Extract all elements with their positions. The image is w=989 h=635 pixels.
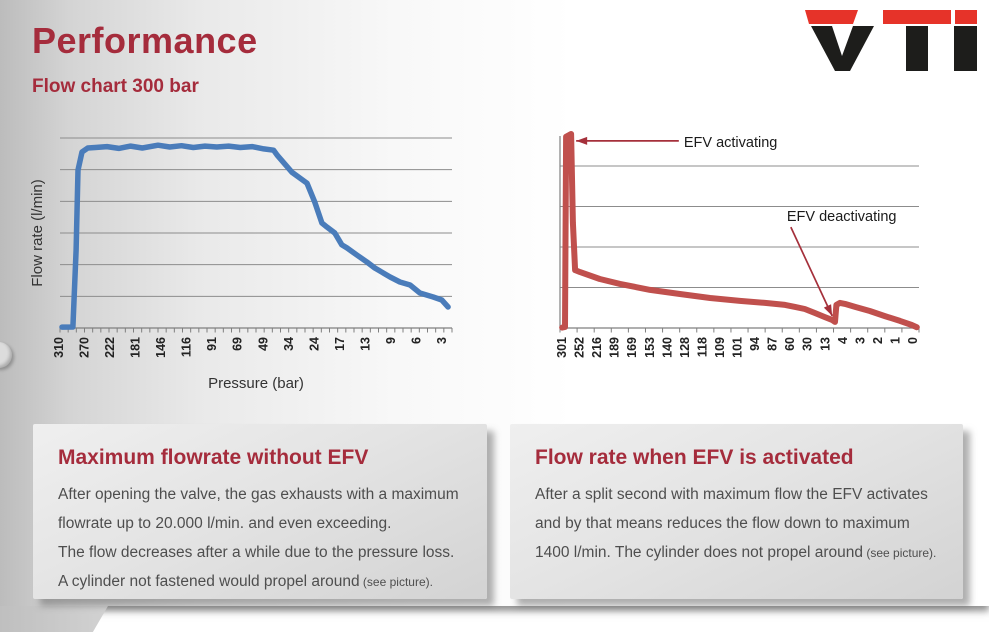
svg-text:153: 153 <box>643 337 657 358</box>
info-box-line: flowrate up to 20.000 l/min. and even ex… <box>58 515 392 532</box>
info-box-title: Maximum flowrate without EFV <box>58 446 369 469</box>
info-box-line: A cylinder not fastened would propel aro… <box>58 573 433 590</box>
info-box-line: The flow decreases after a while due to … <box>58 544 455 561</box>
svg-text:3: 3 <box>435 337 449 344</box>
svg-text:252: 252 <box>573 337 587 358</box>
info-box-line: 1400 l/min. The cylinder does not propel… <box>535 544 937 561</box>
see-picture-note: (see picture). <box>863 546 937 560</box>
info-box-line: After a split second with maximum flow t… <box>535 486 928 503</box>
info-box-without-efv: Maximum flowrate without EFV After openi… <box>33 424 487 599</box>
info-box-with-efv: Flow rate when EFV is activated After a … <box>510 424 963 599</box>
svg-text:118: 118 <box>695 337 709 357</box>
svg-text:13: 13 <box>818 337 832 351</box>
logo-v-red-bar <box>805 10 858 24</box>
svg-text:4: 4 <box>836 337 850 344</box>
svg-text:30: 30 <box>801 337 815 351</box>
svg-text:270: 270 <box>78 337 92 358</box>
svg-text:Flow rate (l/min): Flow rate (l/min) <box>30 179 46 287</box>
stacked-page-corner <box>0 606 108 632</box>
svg-text:17: 17 <box>333 337 347 351</box>
svg-text:94: 94 <box>748 337 762 351</box>
svg-text:60: 60 <box>783 337 797 351</box>
svg-text:69: 69 <box>231 337 245 351</box>
svg-text:34: 34 <box>282 337 296 351</box>
svg-text:222: 222 <box>103 337 117 358</box>
svg-text:EFV deactivating: EFV deactivating <box>787 209 897 225</box>
svg-text:310: 310 <box>52 337 66 358</box>
page-edge-knob <box>0 342 12 368</box>
logo-t-black <box>906 26 928 71</box>
svg-text:189: 189 <box>608 337 622 358</box>
svg-text:109: 109 <box>713 337 727 358</box>
page-title: Performance <box>32 20 258 61</box>
svg-text:9: 9 <box>384 337 398 344</box>
logo-i-red-bar <box>955 10 977 24</box>
svg-text:Pressure (bar): Pressure (bar) <box>208 375 304 392</box>
info-box-body: After a split second with maximum flow t… <box>535 480 963 568</box>
svg-text:49: 49 <box>256 337 270 351</box>
svg-text:101: 101 <box>731 337 745 358</box>
logo-v-black <box>811 26 874 71</box>
svg-text:128: 128 <box>678 337 692 358</box>
svg-text:169: 169 <box>625 337 639 358</box>
svg-text:87: 87 <box>766 337 780 351</box>
svg-text:24: 24 <box>307 337 321 351</box>
svg-text:140: 140 <box>660 337 674 358</box>
svg-text:146: 146 <box>154 337 168 358</box>
info-box-body: After opening the valve, the gas exhaust… <box>58 480 487 597</box>
svg-text:116: 116 <box>180 337 194 357</box>
svg-text:0: 0 <box>906 337 920 344</box>
svg-text:91: 91 <box>205 337 219 351</box>
svg-text:181: 181 <box>129 337 143 358</box>
svg-text:2: 2 <box>871 337 885 344</box>
info-box-line: and by that means reduces the flow down … <box>535 515 910 532</box>
page-subtitle: Flow chart 300 bar <box>32 76 199 97</box>
info-box-title: Flow rate when EFV is activated <box>535 446 854 469</box>
logo-t-red-bar <box>883 10 951 24</box>
see-picture-note: (see picture). <box>359 575 433 589</box>
flow-chart-with-efv: 301 252 216 189 169 153 140 128 118 109 101 94 87 60 3… <box>555 131 920 358</box>
logo-i-black <box>954 26 977 71</box>
info-box-line: After opening the valve, the gas exhaust… <box>58 486 459 503</box>
flow-chart-without-efv: 310 270 222 181 146 116 91 69 49 34 24 17 13 9 6 3 Flow … <box>30 137 453 392</box>
svg-text:13: 13 <box>358 337 372 351</box>
svg-text:EFV activating: EFV activating <box>684 135 778 151</box>
vti-logo <box>805 10 977 71</box>
svg-text:216: 216 <box>590 337 604 358</box>
svg-text:3: 3 <box>853 337 867 344</box>
svg-text:1: 1 <box>888 337 902 344</box>
svg-text:301: 301 <box>555 337 569 358</box>
svg-text:6: 6 <box>409 337 423 344</box>
